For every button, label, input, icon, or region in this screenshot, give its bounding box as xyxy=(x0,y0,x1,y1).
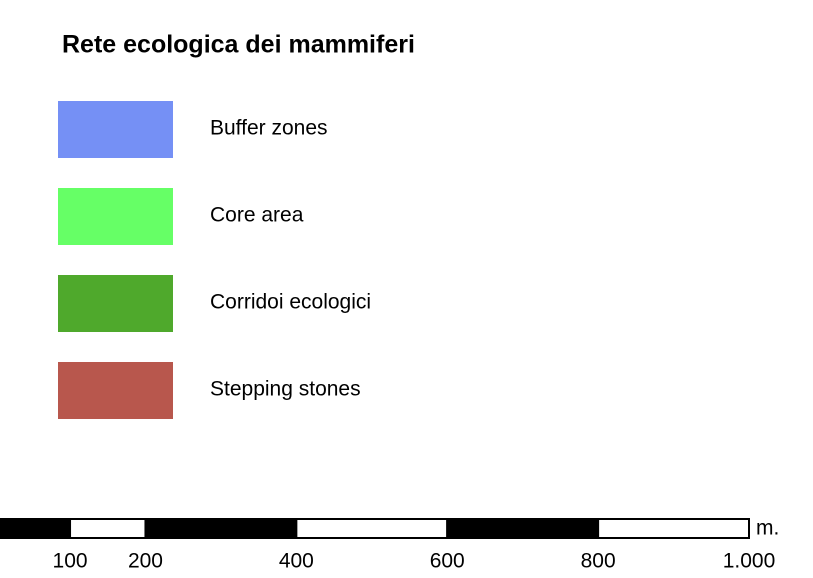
scale-tick-label: 200 xyxy=(128,550,163,573)
legend-title: Rete ecologica dei mammiferi xyxy=(62,31,415,59)
scale-tick-label: 600 xyxy=(430,550,465,573)
scale-segment xyxy=(69,518,147,539)
scale-tick-label: 800 xyxy=(581,550,616,573)
legend-swatch xyxy=(58,101,173,158)
scale-tick-label: 1.000 xyxy=(723,550,776,573)
legend-label: Buffer zones xyxy=(210,117,328,140)
scale-segment xyxy=(597,518,750,539)
legend-label: Corridoi ecologici xyxy=(210,291,371,314)
scale-segment xyxy=(144,518,298,539)
scale-tick-label: 100 xyxy=(53,550,88,573)
legend-label: Stepping stones xyxy=(210,378,361,401)
scale-segment xyxy=(295,518,449,539)
scale-unit: m. xyxy=(756,517,779,540)
legend-items: Buffer zones Core area Corridoi ecologici S… xyxy=(58,101,371,419)
scale-bar: 100 200 400 600 800 1.000 m. xyxy=(0,517,779,573)
scale-segment xyxy=(446,518,600,539)
legend-swatch xyxy=(58,188,173,245)
legend-label: Core area xyxy=(210,204,304,227)
legend-swatch xyxy=(58,362,173,419)
scale-segment xyxy=(0,518,72,539)
legend-swatch xyxy=(58,275,173,332)
scale-tick-label: 400 xyxy=(279,550,314,573)
